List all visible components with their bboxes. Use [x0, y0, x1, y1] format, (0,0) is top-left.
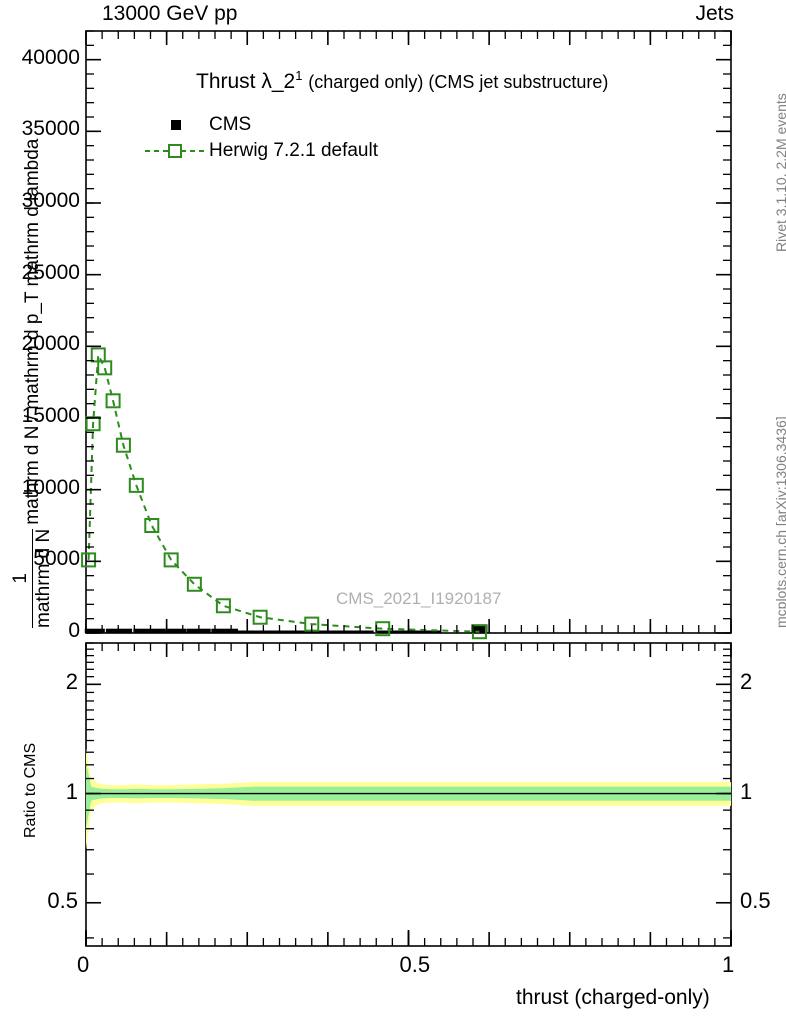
y-axis-label-numerator: 1	[10, 573, 31, 584]
herwig-data-marker	[115, 437, 131, 453]
plot-title-superscript: 1	[295, 68, 303, 83]
cms-data-bar	[235, 630, 272, 633]
herwig-data-line	[87, 351, 480, 633]
legend-label-cms: CMS	[209, 114, 252, 135]
plot-title-main: Thrust λ_2	[196, 70, 296, 93]
legend-entry-cms[interactable]: CMS	[143, 112, 378, 138]
side-text-mcplots: mcplots.cern.ch [arXiv:1306.3436]	[773, 416, 786, 628]
herwig-data-marker	[81, 552, 97, 568]
herwig-data-marker	[97, 360, 113, 376]
herwig-data-marker	[215, 598, 231, 614]
filled-square-icon	[143, 117, 209, 133]
herwig-data-marker	[186, 576, 202, 592]
y-axis-label-denominator: mathrm d N	[32, 528, 55, 628]
y-axis-label-ratio: Ratio to CMS	[22, 742, 39, 838]
cms-data-bar	[92, 628, 105, 633]
cms-data-bar	[165, 628, 187, 633]
herwig-data-marker	[144, 518, 160, 533]
cms-data-bar	[117, 628, 133, 633]
plot-title-rest: (charged only) (CMS jet substructure)	[308, 72, 609, 92]
cms-data-bar	[84, 628, 94, 633]
cms-data-bar	[105, 628, 118, 633]
header-beam-label: 13000 GeV pp	[102, 2, 238, 25]
side-text-rivet: Rivet 3.1.10, 2.2M events	[773, 93, 786, 252]
open-square-dashed-icon	[143, 143, 209, 159]
x-axis-label: thrust (charged-only)	[516, 986, 710, 1009]
y-axis-label-main: 1 mathrm d N mathrm d N / mathrm d p_T m…	[10, 139, 55, 632]
herwig-data-marker	[252, 609, 268, 625]
legend-label-herwig: Herwig 7.2.1 default	[209, 140, 378, 161]
herwig-data-marker	[105, 393, 121, 409]
header-category-label: Jets	[695, 2, 734, 25]
cms-data-bar	[471, 624, 488, 633]
ratio-band-inner	[86, 762, 731, 829]
cms-data-bar	[148, 628, 166, 633]
y-axis-label-rest: mathrm d N / mathrm d p_T mathrm d lambd…	[21, 138, 43, 525]
cms-data-bar	[211, 628, 239, 633]
analysis-watermark: CMS_2021_I1920187	[336, 589, 502, 608]
plot-title: Thrust λ_21 (charged only) (CMS jet subs…	[196, 68, 608, 94]
herwig-data-marker	[163, 552, 179, 568]
legend: CMS Herwig 7.2.1 default	[143, 112, 378, 164]
cms-data-bar	[268, 630, 317, 633]
herwig-data-marker	[128, 477, 144, 493]
cms-data-bar	[133, 628, 149, 633]
legend-entry-herwig[interactable]: Herwig 7.2.1 default	[143, 138, 378, 164]
